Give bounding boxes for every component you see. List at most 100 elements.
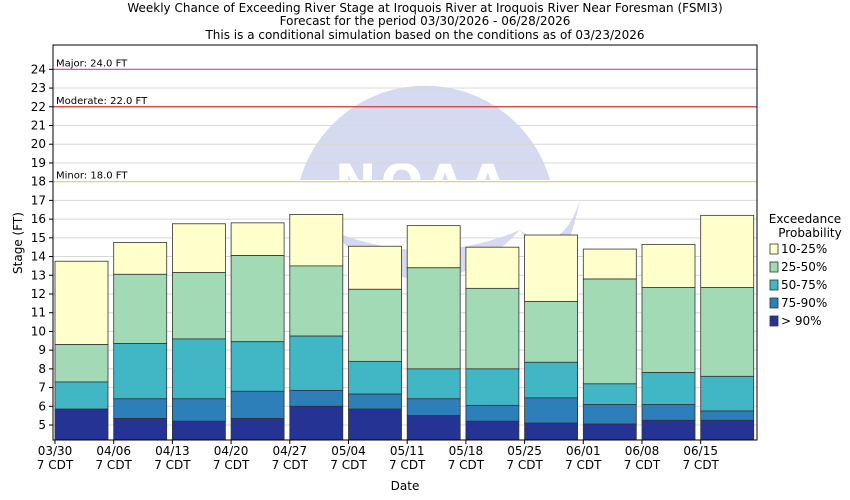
bar-stack (230, 222, 285, 441)
bar-segment-3 (54, 381, 109, 410)
bar-stack (641, 243, 696, 441)
bar-segment-1 (348, 245, 402, 290)
bar-segment-2 (289, 265, 344, 337)
bar-segment-5 (700, 419, 755, 441)
bar-segment-5 (406, 415, 461, 441)
bar-segment-2 (465, 287, 520, 370)
bar-segment-5 (465, 420, 520, 441)
y-tick-label: 21 (31, 118, 46, 132)
x-tick-tz: 7 CDT (448, 458, 485, 472)
bar-stack (406, 225, 461, 441)
x-tick-date: 04/13 (155, 444, 190, 458)
bar-segment-4 (289, 389, 344, 407)
watermark-text: NOAA (335, 154, 511, 212)
bar-segment-4 (230, 390, 285, 419)
bar-segment-1 (54, 260, 109, 345)
x-tick-tz: 7 CDT (624, 458, 661, 472)
y-tick-label: 23 (31, 81, 46, 95)
bar-segment-4 (406, 398, 461, 417)
bar-segment-2 (406, 267, 461, 370)
bar-segment-5 (230, 418, 285, 441)
bar-segment-1 (230, 222, 285, 257)
y-tick-label: 12 (31, 287, 46, 301)
legend-label: 25-50% (781, 260, 827, 274)
bar-stack (700, 214, 755, 441)
legend-label: 50-75% (781, 278, 827, 292)
y-tick-label: 5 (38, 418, 46, 432)
bar-segment-1 (289, 214, 344, 267)
y-tick-label: 15 (31, 231, 46, 245)
legend-swatch (769, 243, 779, 255)
bar-stack (54, 260, 109, 441)
flood-thresholds: Major: 24.0 FT Moderate: 22.0 FT Minor: 18… (53, 58, 757, 183)
legend-swatch (769, 279, 779, 291)
bar-segment-3 (582, 383, 637, 405)
threshold-label: Major: 24.0 FT (56, 58, 128, 69)
x-tick-tz: 7 CDT (330, 458, 367, 472)
bar-segment-5 (289, 405, 344, 441)
bar-segment-4 (348, 393, 402, 410)
plot-background (53, 45, 757, 440)
x-tick-tz: 7 CDT (389, 458, 426, 472)
threshold-label: Minor: 18.0 FT (56, 171, 128, 182)
bar-segment-5 (54, 408, 109, 441)
x-tick-tz: 7 CDT (95, 458, 132, 472)
bar-segment-4 (582, 404, 637, 425)
legend-label: 75-90% (781, 296, 827, 310)
x-tick-tz: 7 CDT (213, 458, 250, 472)
bar-segment-3 (230, 341, 285, 392)
bar-segment-3 (641, 372, 696, 405)
bar-segment-1 (465, 246, 520, 289)
bar-segment-3 (524, 361, 578, 399)
bar-segment-5 (113, 418, 168, 441)
legend-title-line1: Exceedance (769, 212, 841, 226)
y-tick-label: 10 (31, 324, 46, 338)
bar-segment-1 (171, 223, 226, 273)
chart-subtitle-period: Forecast for the period 03/30/2026 - 06/… (280, 14, 571, 28)
bar-segment-4 (113, 398, 168, 419)
x-tick-tz: 7 CDT (154, 458, 191, 472)
bar-stack (465, 246, 520, 441)
y-tick-label: 24 (31, 62, 46, 76)
bar-segment-4 (465, 404, 520, 422)
bar-segment-2 (171, 272, 226, 340)
bar-segment-2 (524, 301, 578, 363)
x-tick-date: 06/08 (625, 444, 660, 458)
bar-segment-3 (289, 335, 344, 391)
y-tick-label: 19 (31, 156, 46, 170)
chart-subtitle-conditions: This is a conditional simulation based o… (204, 28, 644, 42)
bar-stack (171, 223, 226, 441)
bar-segment-5 (171, 420, 226, 441)
bar-segment-4 (700, 410, 755, 421)
legend: Exceedance Probability 10-25% 25-50% 50-75… (769, 212, 842, 328)
bar-segment-3 (348, 360, 402, 395)
bar-segment-2 (700, 287, 755, 377)
y-axis-label: Stage (FT) (11, 212, 25, 274)
bar-segment-2 (582, 278, 637, 385)
y-tick-label: 7 (38, 381, 46, 395)
x-tick-date: 03/30 (38, 444, 73, 458)
legend-label: > 90% (781, 314, 822, 328)
bar-segment-5 (348, 408, 402, 441)
x-tick-tz: 7 CDT (506, 458, 543, 472)
bar-segment-4 (171, 398, 226, 422)
y-tick-label: 16 (31, 212, 46, 226)
bar-segment-3 (113, 343, 168, 400)
legend-swatch (769, 261, 779, 273)
bar-segment-1 (524, 234, 578, 302)
y-tick-label: 6 (38, 399, 46, 413)
bar-segment-2 (113, 273, 168, 344)
bar-segment-1 (641, 243, 696, 288)
bar-segment-4 (641, 404, 696, 421)
x-tick-tz: 7 CDT (682, 458, 719, 472)
bar-segment-2 (54, 344, 109, 383)
bar-stack (289, 214, 344, 441)
x-tick-tz: 7 CDT (565, 458, 602, 472)
legend-title-line2: Probability (778, 226, 841, 240)
bar-segment-1 (582, 248, 637, 280)
x-tick-date: 04/27 (273, 444, 308, 458)
x-tick-date: 05/04 (331, 444, 366, 458)
bar-segment-1 (700, 214, 755, 288)
